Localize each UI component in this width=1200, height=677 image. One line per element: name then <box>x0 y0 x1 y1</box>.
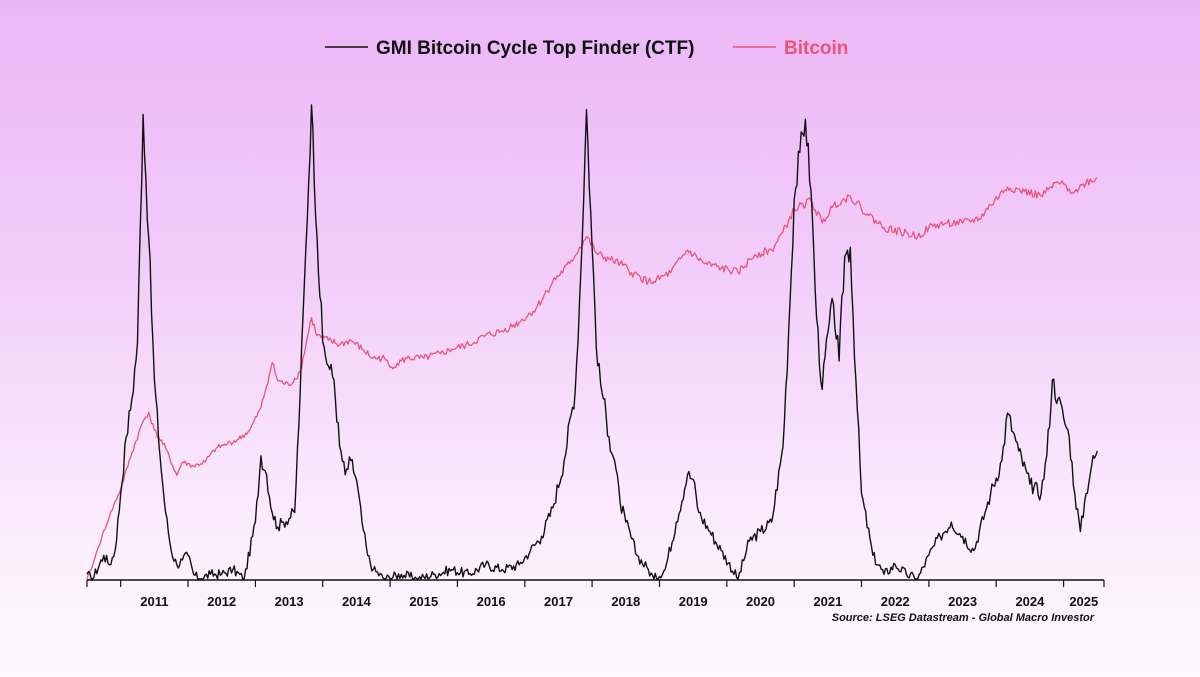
x-tick-label-2012: 2012 <box>207 594 236 609</box>
x-tick-label-2016: 2016 <box>477 594 506 609</box>
x-axis-ticks: 2011 2012 2013 2014 2015 2016 2017 2018 2019 2020… <box>86 580 1105 609</box>
x-tick-label-2013: 2013 <box>275 594 304 609</box>
x-tick-label-2025: 2025 <box>1069 594 1098 609</box>
x-tick-label-2018: 2018 <box>611 594 640 609</box>
x-tick-label-2011: 2011 <box>140 594 168 609</box>
legend: GMI Bitcoin Cycle Top Finder (CTF) Bitco… <box>325 38 848 59</box>
x-tick-label-2021: 2021 <box>813 594 842 609</box>
series-line-ctf <box>86 104 1098 580</box>
x-tick-label-2014: 2014 <box>342 594 372 609</box>
legend-label-btc: Bitcoin <box>784 38 848 59</box>
x-tick-label-2015: 2015 <box>409 594 438 609</box>
source-note: Source: LSEG Datastream - Global Macro I… <box>831 612 1094 624</box>
x-tick-label-2020: 2020 <box>746 594 775 609</box>
x-tick-label-2019: 2019 <box>679 594 708 609</box>
plot-area: 2011 2012 2013 2014 2015 2016 2017 2018 2019 2020… <box>86 104 1105 609</box>
x-tick-label-2022: 2022 <box>881 594 910 609</box>
x-tick-label-2017: 2017 <box>544 594 573 609</box>
legend-label-ctf: GMI Bitcoin Cycle Top Finder (CTF) <box>376 38 694 59</box>
x-tick-label-2023: 2023 <box>948 594 977 609</box>
x-tick-label-2024: 2024 <box>1015 594 1045 609</box>
